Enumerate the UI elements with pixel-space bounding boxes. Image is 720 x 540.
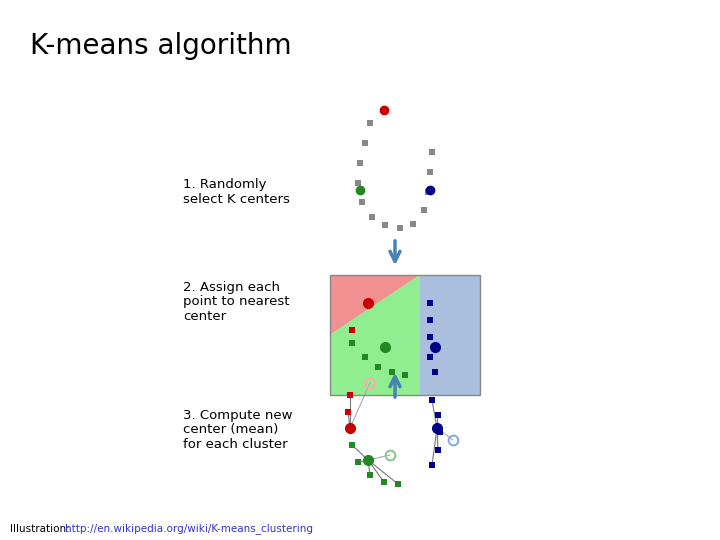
Polygon shape	[330, 275, 420, 335]
Text: 2. Assign each
point to nearest
center: 2. Assign each point to nearest center	[183, 280, 289, 323]
Text: http://en.wikipedia.org/wiki/K-means_clustering: http://en.wikipedia.org/wiki/K-means_clu…	[65, 523, 313, 534]
Text: Illustration:: Illustration:	[10, 524, 73, 534]
Text: 1. Randomly
select K centers: 1. Randomly select K centers	[183, 178, 290, 206]
Polygon shape	[420, 275, 480, 395]
Polygon shape	[330, 275, 420, 395]
Text: 3. Compute new
center (mean)
for each cluster: 3. Compute new center (mean) for each cl…	[183, 408, 292, 451]
Text: K-means algorithm: K-means algorithm	[30, 32, 292, 60]
Bar	[330, 275, 480, 395]
